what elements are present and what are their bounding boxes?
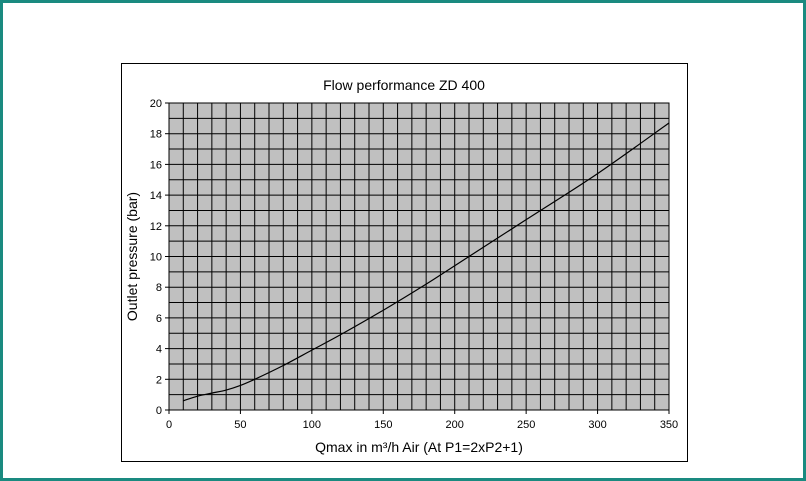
chart-container: Flow performance ZD 400 Outlet pressure …: [121, 63, 688, 462]
x-tick-label: 200: [446, 419, 464, 431]
y-tick-label: 20: [150, 98, 162, 110]
y-tick-label: 2: [156, 374, 162, 386]
y-tick-label: 18: [150, 129, 162, 141]
x-tick-label: 300: [588, 419, 606, 431]
y-tick-label: 8: [156, 282, 162, 294]
x-tick-label: 250: [517, 419, 535, 431]
x-tick-label: 0: [166, 419, 172, 431]
x-tick-label: 100: [303, 419, 321, 431]
y-tick-label: 4: [156, 344, 162, 356]
chart-svg: Flow performance ZD 400 Outlet pressure …: [124, 77, 678, 455]
x-tick-label: 50: [234, 419, 246, 431]
chart-title: Flow performance ZD 400: [323, 77, 485, 93]
y-tick-label: 0: [156, 405, 162, 417]
x-axis-label: Qmax in m³/h Air (At P1=2xP2+1): [315, 439, 523, 455]
y-tick-label: 12: [150, 221, 162, 233]
y-axis-label: Outlet pressure (bar): [124, 192, 140, 321]
x-tick-label: 350: [660, 419, 678, 431]
y-tick-label: 10: [150, 252, 162, 264]
y-tick-label: 14: [150, 190, 162, 202]
grid-lines: [169, 103, 669, 410]
x-tick-label: 150: [374, 419, 392, 431]
series-line: [183, 122, 670, 402]
y-tick-label: 6: [156, 313, 162, 325]
y-tick-label: 16: [150, 159, 162, 171]
